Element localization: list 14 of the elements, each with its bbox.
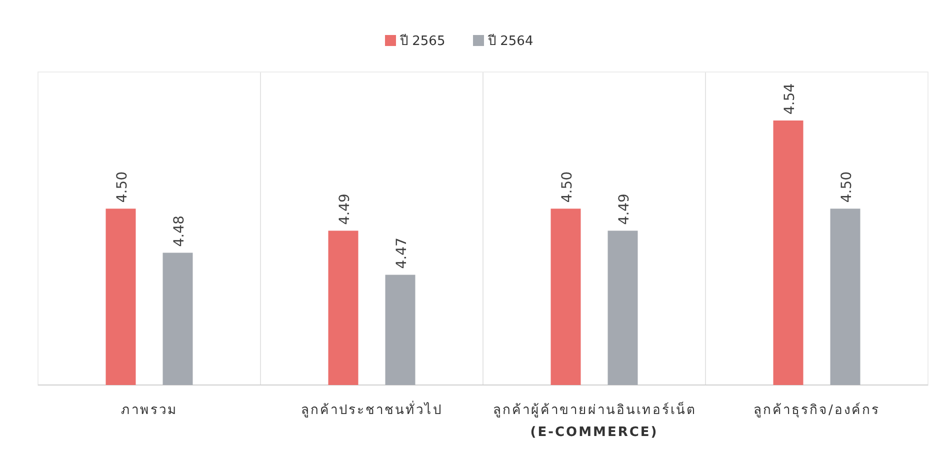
- legend-label: ปี 2565: [399, 33, 446, 49]
- data-label: 4.49: [337, 194, 354, 225]
- data-label: 4.50: [114, 171, 131, 203]
- data-label: 4.50: [839, 171, 856, 203]
- data-label: 4.50: [560, 171, 576, 203]
- data-label: 4.54: [782, 83, 798, 114]
- data-label: 4.48: [172, 216, 188, 247]
- x-tick-label: ลูกค้าธุรกิจ/องค์กร: [754, 402, 880, 418]
- legend-label: ปี 2564: [487, 33, 534, 49]
- x-tick-label: ลูกค้าผู้ค้าขายผ่านอินเทอร์เน็ต (E-COMMERCE): [492, 400, 696, 440]
- data-label: 4.47: [394, 238, 410, 269]
- x-tick-label: ภาพรวม: [120, 403, 178, 418]
- data-label: 4.49: [616, 194, 633, 225]
- x-tick-label: ลูกค้าประชาชนทั่วไป: [301, 401, 442, 418]
